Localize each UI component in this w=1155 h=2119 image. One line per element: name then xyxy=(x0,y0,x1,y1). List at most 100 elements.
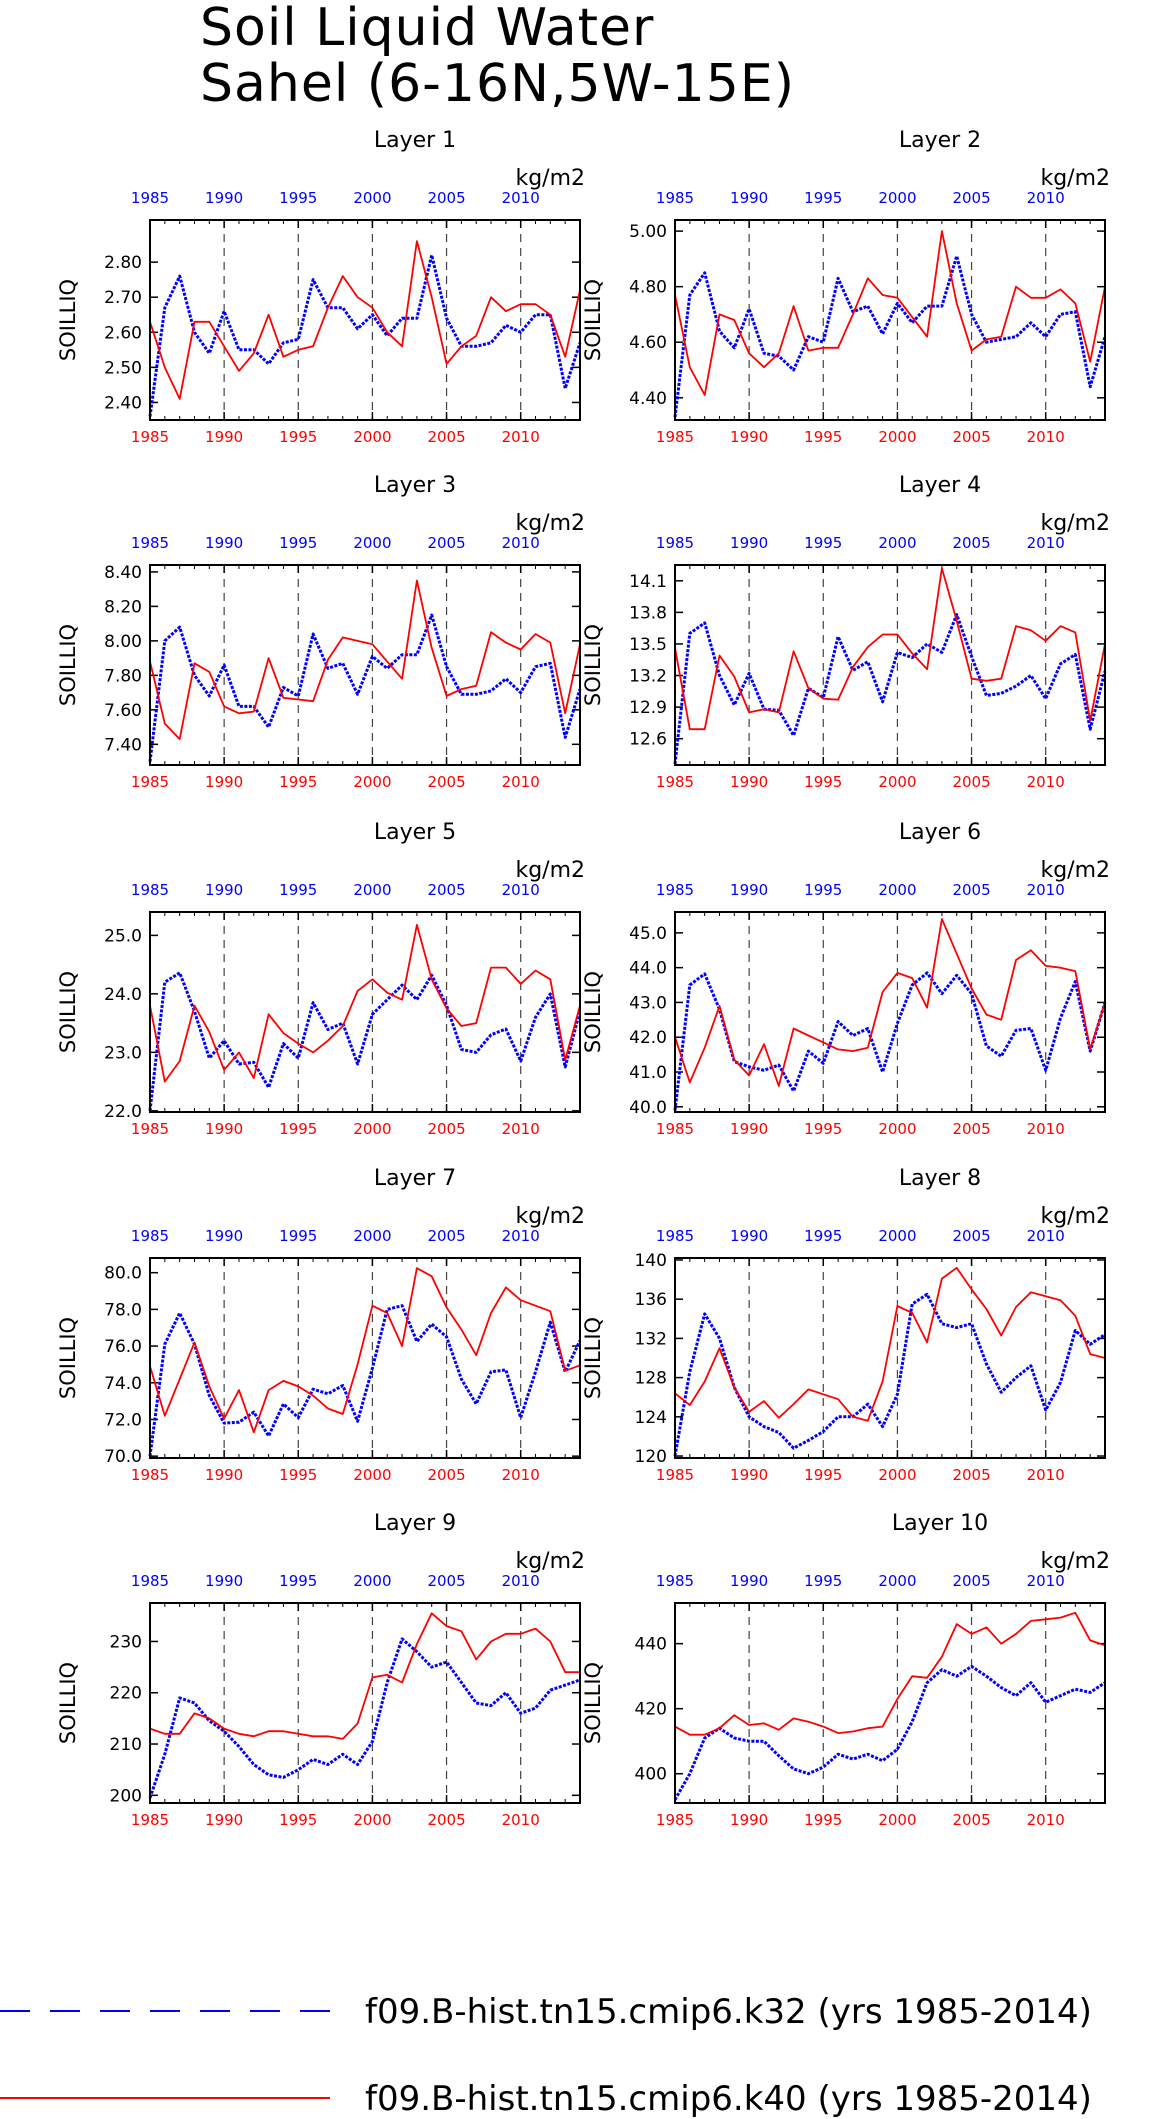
panel-10-xtick-label-bottom-2000: 2000 xyxy=(878,1811,916,1829)
panel-1-xtick-label-top-1990: 1990 xyxy=(205,189,243,207)
panel-8-ytick-label-1: 124 xyxy=(635,1408,667,1428)
panel-9-ytick-label-0: 200 xyxy=(110,1786,142,1806)
panel-1-xtick-label-bottom-2005: 2005 xyxy=(427,428,465,446)
panel-9-xtick-label-top-1985: 1985 xyxy=(131,1572,169,1590)
panel-8-ytick-label-0: 120 xyxy=(635,1447,667,1467)
panel-4-xtick-label-top-2005: 2005 xyxy=(952,534,990,552)
panel-3-series-k40-line xyxy=(149,579,581,740)
panel-2-ylabel: SOILLIQ xyxy=(581,279,605,361)
panel-8-xtick-label-top-1990: 1990 xyxy=(730,1227,768,1245)
panel-5-xtick-label-bottom-1985: 1985 xyxy=(131,1120,169,1138)
panel-6-xtick-label-bottom-1990: 1990 xyxy=(730,1120,768,1138)
panel-4-xtick-label-top-1990: 1990 xyxy=(730,534,768,552)
panel-2-xtick-label-bottom-2000: 2000 xyxy=(878,428,916,446)
panel-4-xtick-label-bottom-1990: 1990 xyxy=(730,773,768,791)
panel-4-series-k32-line xyxy=(673,613,1107,765)
panel-6-ytick-label-3: 43.0 xyxy=(629,993,667,1013)
panel-6-ytick-label-0: 40.0 xyxy=(629,1098,667,1118)
legend-label-k32: f09.B-hist.tn15.cmip6.k32 (yrs 1985-2014… xyxy=(365,1992,1092,2032)
panel-3-xtick-label-bottom-1995: 1995 xyxy=(279,773,317,791)
legend-label-k40: f09.B-hist.tn15.cmip6.k40 (yrs 1985-2014… xyxy=(365,2079,1092,2119)
panel-10-series-k40-line xyxy=(674,1611,1106,1736)
panel-2-series-k40-line xyxy=(674,230,1106,396)
panel-7-series-k40-line xyxy=(149,1267,581,1434)
panel-7-ytick-label-3: 76.0 xyxy=(104,1337,142,1357)
panel-10-ylabel: SOILLIQ xyxy=(581,1662,605,1744)
panel-1-xtick-label-bottom-2000: 2000 xyxy=(353,428,391,446)
panel-6-xtick-label-bottom-1985: 1985 xyxy=(656,1120,694,1138)
panel-7-xtick-label-bottom-2010: 2010 xyxy=(502,1466,540,1484)
panel-3-xtick-label-top-2000: 2000 xyxy=(353,534,391,552)
panel-4-title: Layer 4 xyxy=(899,473,981,498)
panel-9-xtick-label-bottom-1985: 1985 xyxy=(131,1811,169,1829)
panel-2-ytick-label-2: 4.80 xyxy=(629,278,667,298)
panel-5-title: Layer 5 xyxy=(374,820,456,845)
panel-6-xtick-label-bottom-2000: 2000 xyxy=(878,1120,916,1138)
panel-7-title: Layer 7 xyxy=(374,1166,456,1191)
panel-2-units: kg/m2 xyxy=(1040,166,1110,191)
panel-6-title: Layer 6 xyxy=(899,820,981,845)
panel-1-ylabel: SOILLIQ xyxy=(56,279,80,361)
panel-5-series-k32-line xyxy=(148,971,582,1111)
panel-8-xtick-label-top-2000: 2000 xyxy=(878,1227,916,1245)
panel-10-xtick-label-top-1995: 1995 xyxy=(804,1572,842,1590)
panel-8-units: kg/m2 xyxy=(1040,1204,1110,1229)
panel-9-xtick-label-bottom-2000: 2000 xyxy=(353,1811,391,1829)
panel-5-frame xyxy=(149,911,581,1113)
panel-2-xtick-label-top-2005: 2005 xyxy=(952,189,990,207)
panel-7-ytick-label-4: 78.0 xyxy=(104,1300,142,1320)
panel-grid: Layer 1 kg/m2 SOILLIQ 1985 1985 1990 1990 1995 1… xyxy=(56,128,1110,1829)
panel-5-xtick-label-top-1990: 1990 xyxy=(205,881,243,899)
panel-3-ylabel: SOILLIQ xyxy=(56,624,80,706)
panel-1-title: Layer 1 xyxy=(374,128,456,153)
panel-10-frame xyxy=(674,1602,1106,1804)
panel-5-xtick-label-top-2010: 2010 xyxy=(502,881,540,899)
panel-2-xtick-label-top-1995: 1995 xyxy=(804,189,842,207)
panel-8-xtick-label-top-2005: 2005 xyxy=(952,1227,990,1245)
panel-9-xtick-label-top-2005: 2005 xyxy=(427,1572,465,1590)
panel-10-xtick-label-top-2000: 2000 xyxy=(878,1572,916,1590)
panel-7-xtick-label-bottom-1990: 1990 xyxy=(205,1466,243,1484)
panel-8-series-k32-line xyxy=(673,1292,1106,1457)
panel-6-xtick-label-top-1995: 1995 xyxy=(804,881,842,899)
panel-2-ytick-label-1: 4.60 xyxy=(629,333,667,353)
panel-8-xtick-label-bottom-1995: 1995 xyxy=(804,1466,842,1484)
panel-1-xtick-label-bottom-1995: 1995 xyxy=(279,428,317,446)
panel-8-frame xyxy=(674,1257,1106,1459)
panel-4-xtick-label-top-1995: 1995 xyxy=(804,534,842,552)
panel-2-ytick-label-0: 4.40 xyxy=(629,389,667,409)
panel-3-ytick-label-3: 8.00 xyxy=(104,632,142,652)
panel-7-xtick-label-top-2010: 2010 xyxy=(502,1227,540,1245)
panel-5-xtick-label-top-2005: 2005 xyxy=(427,881,465,899)
panel-9-xtick-label-top-2000: 2000 xyxy=(353,1572,391,1590)
panel-9-series-k32-line xyxy=(148,1637,581,1799)
panel-5-ytick-label-2: 24.0 xyxy=(104,985,142,1005)
panel-8-xtick-label-top-2010: 2010 xyxy=(1027,1227,1065,1245)
panel-5-ylabel: SOILLIQ xyxy=(56,971,80,1053)
panel-2-xtick-label-bottom-1985: 1985 xyxy=(656,428,694,446)
panel-4-ytick-label-3: 13.5 xyxy=(629,635,667,655)
panel-7-xtick-label-top-1990: 1990 xyxy=(205,1227,243,1245)
panel-1-xtick-label-bottom-2010: 2010 xyxy=(502,428,540,446)
panel-8-ytick-label-4: 136 xyxy=(635,1290,667,1310)
panel-8-xtick-label-bottom-2000: 2000 xyxy=(878,1466,916,1484)
panel-5-ytick-label-3: 25.0 xyxy=(104,926,142,946)
panel-3-ytick-label-5: 8.40 xyxy=(104,563,142,583)
panel-6-xtick-label-bottom-2005: 2005 xyxy=(952,1120,990,1138)
panel-9-xtick-label-top-1995: 1995 xyxy=(279,1572,317,1590)
panel-10-xtick-label-top-1985: 1985 xyxy=(656,1572,694,1590)
panel-6-frame xyxy=(674,911,1106,1113)
panel-2-series-k32-line xyxy=(673,254,1107,418)
panel-4-xtick-label-top-2000: 2000 xyxy=(878,534,916,552)
panel-9-xtick-label-top-2010: 2010 xyxy=(502,1572,540,1590)
panel-6-ytick-label-1: 41.0 xyxy=(629,1063,667,1083)
panel-6-xtick-label-top-2005: 2005 xyxy=(952,881,990,899)
panel-1-xtick-label-bottom-1985: 1985 xyxy=(131,428,169,446)
panel-9-xtick-label-top-1990: 1990 xyxy=(205,1572,243,1590)
panel-7-units: kg/m2 xyxy=(515,1204,585,1229)
panel-10-ytick-label-1: 420 xyxy=(635,1700,667,1720)
panel-8-xtick-label-bottom-1990: 1990 xyxy=(730,1466,768,1484)
panel-6-xtick-label-top-1985: 1985 xyxy=(656,881,694,899)
panel-4-xtick-label-bottom-2005: 2005 xyxy=(952,773,990,791)
panel-1-ytick-label-3: 2.70 xyxy=(104,288,142,308)
